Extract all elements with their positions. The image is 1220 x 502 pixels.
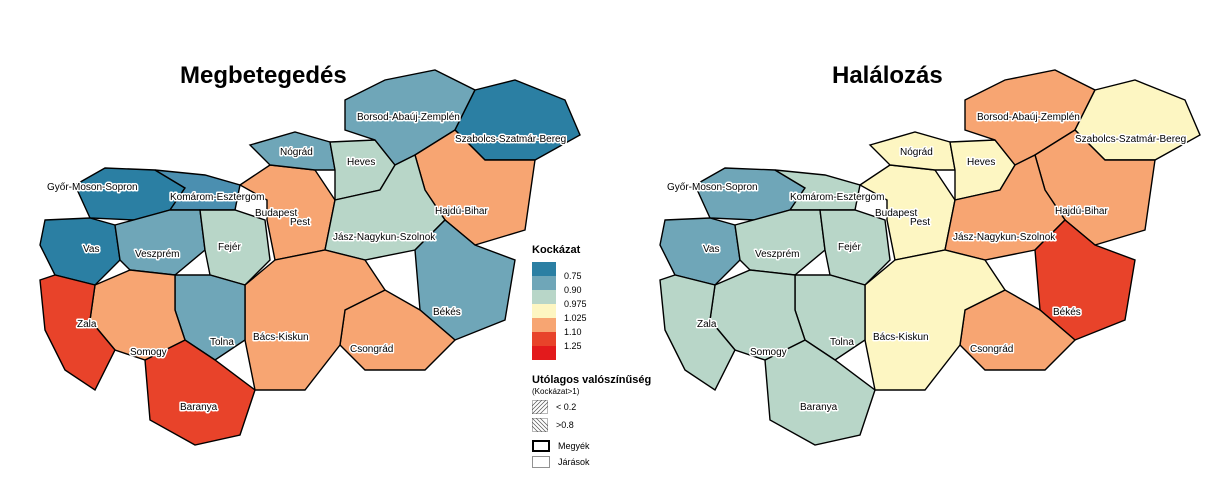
legend-row-county: Megyék bbox=[532, 440, 672, 452]
label-bacs: Bács-Kiskun bbox=[873, 332, 929, 343]
label-heves: Heves bbox=[967, 157, 995, 168]
legend-label-2: 0.975 bbox=[564, 299, 587, 309]
region-fejer bbox=[199, 209, 271, 286]
legend-swatch-6 bbox=[532, 346, 556, 360]
legend-district-label: Járások bbox=[558, 457, 590, 467]
region-fejer bbox=[819, 209, 891, 286]
region-zala bbox=[39, 274, 116, 392]
right-choropleth-map: Győr-Moson-Sopron Komárom-Esztergom Vas … bbox=[659, 69, 1201, 446]
region-csongrad bbox=[959, 289, 1077, 371]
legend-swatch-2 bbox=[532, 290, 556, 304]
county-regions bbox=[659, 69, 1201, 446]
label-gyor: Győr-Moson-Sopron bbox=[667, 182, 758, 193]
region-bacs bbox=[864, 249, 1007, 391]
legend-label-0: 0.75 bbox=[564, 271, 582, 281]
region-veszprem bbox=[734, 209, 826, 276]
county-labels: Győr-Moson-Sopron Komárom-Esztergom Vas … bbox=[666, 111, 1188, 415]
label-veszprem: Veszprém bbox=[755, 249, 799, 260]
county-regions bbox=[39, 69, 581, 446]
label-baranya: Baranya bbox=[180, 402, 218, 413]
label-tolna: Tolna bbox=[210, 337, 234, 348]
label-csongrad: Csongrád bbox=[350, 344, 393, 355]
legend-risk-title: Kockázat bbox=[532, 244, 581, 256]
hatch-low-icon bbox=[532, 400, 548, 414]
legend-county-label: Megyék bbox=[558, 441, 590, 451]
label-heves: Heves bbox=[347, 157, 375, 168]
label-pest: Pest bbox=[910, 217, 930, 228]
label-gyor: Győr-Moson-Sopron bbox=[47, 182, 138, 193]
label-hajdu: Hajdú-Bihar bbox=[435, 206, 488, 217]
label-csongrad: Csongrád bbox=[970, 344, 1013, 355]
label-bekes: Békés bbox=[1053, 307, 1081, 318]
label-bekes: Békés bbox=[433, 307, 461, 318]
label-borsod: Borsod-Abaúj-Zemplén bbox=[977, 112, 1080, 123]
legend-label-3: 1.025 bbox=[564, 313, 587, 323]
county-labels: Győr-Moson-Sopron Komárom-Esztergom Vas … bbox=[46, 111, 568, 415]
label-jasz: Jász-Nagykun-Szolnok bbox=[333, 232, 436, 243]
hatch-high-icon bbox=[532, 418, 548, 432]
region-zala bbox=[659, 274, 736, 392]
legend-prob-subtitle: (Kockázat>1) bbox=[532, 387, 580, 396]
legend-row-low: < 0.2 bbox=[532, 400, 672, 414]
label-budapest: Budapest bbox=[255, 208, 297, 219]
label-komarom: Komárom-Esztergom bbox=[790, 192, 884, 203]
label-vas: Vas bbox=[703, 244, 720, 255]
label-bacs: Bács-Kiskun bbox=[253, 332, 309, 343]
legend-swatch-4 bbox=[532, 318, 556, 332]
legend-row-high: >0.8 bbox=[532, 418, 672, 432]
label-komarom: Komárom-Esztergom bbox=[170, 192, 264, 203]
legend-color-ramp: 0.75 0.90 0.975 1.025 1.10 1.25 bbox=[532, 262, 672, 372]
legend-label-1: 0.90 bbox=[564, 285, 582, 295]
label-baranya: Baranya bbox=[800, 402, 838, 413]
legend-swatch-3 bbox=[532, 304, 556, 318]
legend-prob-low-label: < 0.2 bbox=[556, 402, 577, 412]
label-jasz: Jász-Nagykun-Szolnok bbox=[953, 232, 1056, 243]
legend-label-5: 1.25 bbox=[564, 341, 582, 351]
label-nograd: Nógrád bbox=[280, 147, 313, 158]
region-bacs bbox=[244, 249, 387, 391]
label-szabolcs: Szabolcs-Szatmár-Bereg bbox=[1075, 134, 1186, 145]
legend-swatch-1 bbox=[532, 276, 556, 290]
right-map-title: Halálozás bbox=[832, 62, 943, 89]
legend-row-district: Járások bbox=[532, 456, 672, 468]
region-veszprem bbox=[114, 209, 206, 276]
label-somogy: Somogy bbox=[750, 347, 787, 358]
legend-swatch-5 bbox=[532, 332, 556, 346]
label-hajdu: Hajdú-Bihar bbox=[1055, 206, 1108, 217]
label-borsod: Borsod-Abaúj-Zemplén bbox=[357, 112, 460, 123]
left-choropleth-map: Győr-Moson-Sopron Komárom-Esztergom Vas … bbox=[39, 69, 581, 446]
label-szabolcs: Szabolcs-Szatmár-Bereg bbox=[455, 134, 566, 145]
county-boundary-icon bbox=[532, 440, 550, 452]
region-vas bbox=[659, 217, 741, 286]
region-vas bbox=[39, 217, 121, 286]
region-baranya bbox=[764, 339, 876, 446]
map-legend: Kockázat 0.75 0.90 0.975 1.025 1.10 1.25… bbox=[532, 244, 672, 468]
legend-swatch-0 bbox=[532, 262, 556, 276]
label-nograd: Nógrád bbox=[900, 147, 933, 158]
label-zala: Zala bbox=[697, 319, 717, 330]
legend-prob-title: Utólagos valószínűség bbox=[532, 374, 652, 386]
district-boundary-icon bbox=[532, 456, 550, 468]
label-pest: Pest bbox=[290, 217, 310, 228]
region-csongrad bbox=[339, 289, 457, 371]
legend-label-4: 1.10 bbox=[564, 327, 582, 337]
label-zala: Zala bbox=[77, 319, 97, 330]
left-map-title: Megbetegedés bbox=[180, 62, 347, 89]
label-vas: Vas bbox=[83, 244, 100, 255]
label-somogy: Somogy bbox=[130, 347, 167, 358]
legend-prob-high-label: >0.8 bbox=[556, 420, 574, 430]
label-tolna: Tolna bbox=[830, 337, 854, 348]
label-budapest: Budapest bbox=[875, 208, 917, 219]
region-baranya bbox=[144, 339, 256, 446]
label-veszprem: Veszprém bbox=[135, 249, 179, 260]
label-fejer: Fejér bbox=[218, 242, 241, 253]
label-fejer: Fejér bbox=[838, 242, 861, 253]
